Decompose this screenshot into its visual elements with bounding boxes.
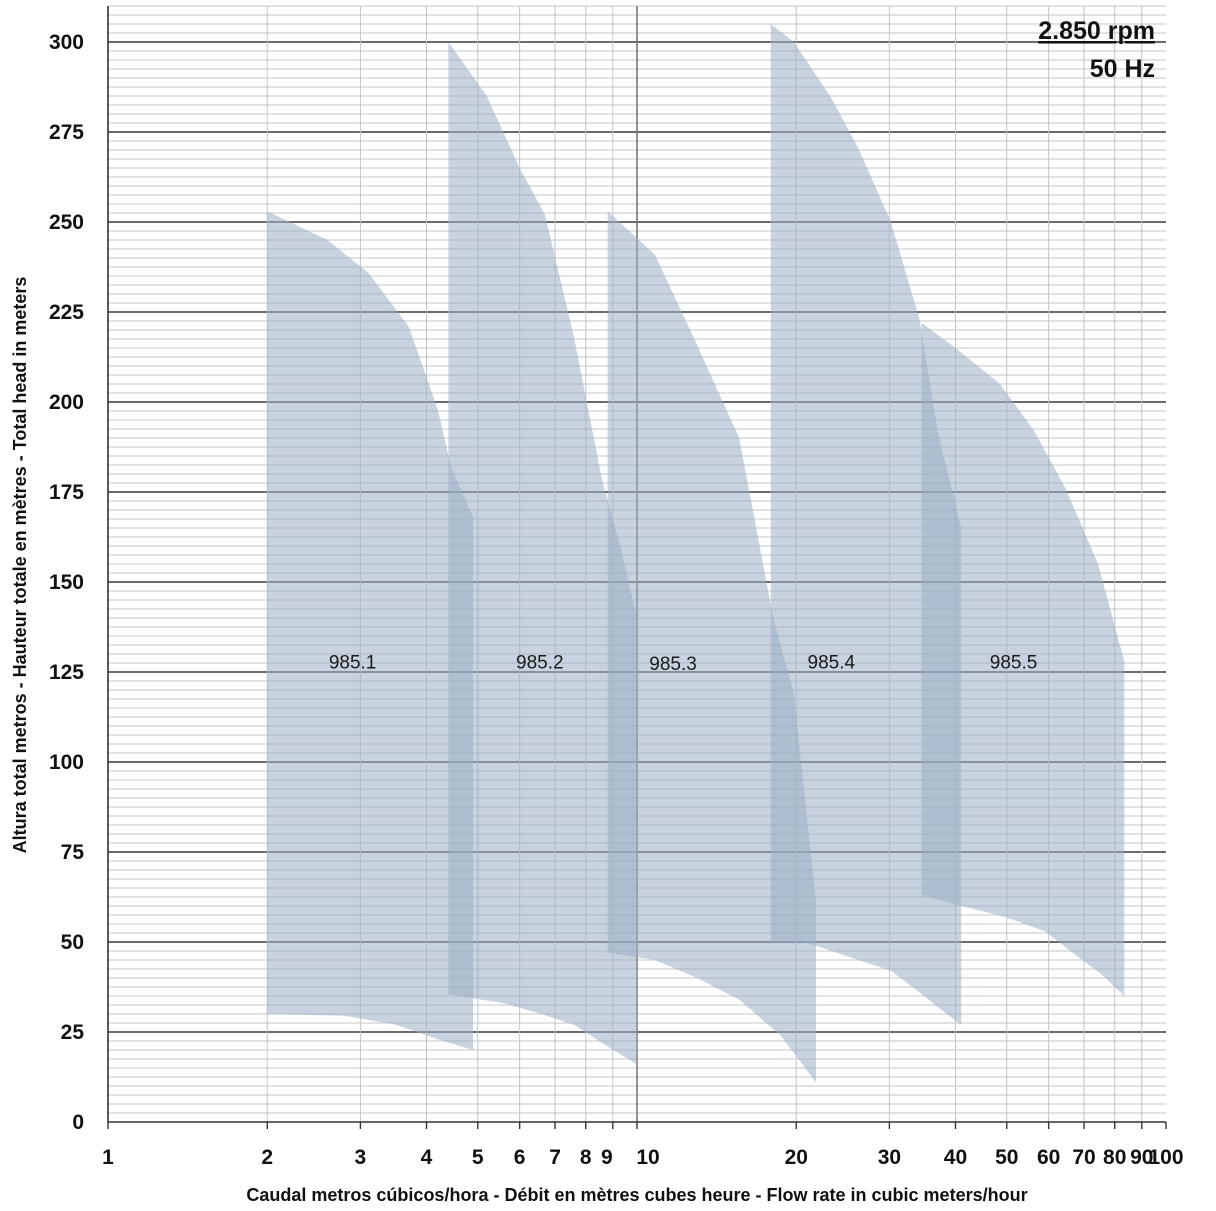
performance-zones [267, 24, 1125, 1083]
x-tick-label: 5 [472, 1146, 484, 1169]
x-tick-label: 6 [514, 1146, 526, 1169]
x-tick-label: 60 [1037, 1146, 1060, 1169]
zone-985.2 [448, 42, 637, 1065]
x-axis-title: Caudal metros cúbicos/hora - Débit en mè… [246, 1185, 1027, 1205]
y-tick-label: 225 [49, 301, 84, 324]
y-tick-label: 200 [49, 391, 84, 414]
y-tick-label: 75 [61, 841, 85, 864]
zone-label-985.3: 985.3 [649, 654, 697, 675]
x-tick-label: 1 [102, 1146, 114, 1169]
zone-985.4 [770, 24, 962, 1025]
zone-985.1 [267, 211, 474, 1050]
y-tick-label: 250 [49, 211, 84, 234]
x-tick-label: 100 [1148, 1146, 1183, 1169]
speed-label: 2.850 rpm [1038, 17, 1155, 45]
zone-labels: 985.1 985.2 985.3 985.4 985.5 [329, 652, 1037, 675]
x-tick-label: 30 [878, 1146, 901, 1169]
zone-label-985.4: 985.4 [808, 652, 856, 673]
y-tick-label: 175 [49, 481, 84, 504]
x-tick-label: 7 [549, 1146, 561, 1169]
x-tick-label: 9 [601, 1146, 613, 1169]
y-tick-label: 275 [49, 121, 84, 144]
zone-985.3 [607, 211, 816, 1083]
zone-label-985.2: 985.2 [516, 652, 564, 673]
frequency-label: 50 Hz [1090, 55, 1155, 83]
y-tick-label: 300 [49, 31, 84, 54]
x-tick-label: 80 [1103, 1146, 1126, 1169]
y-tick-label: 50 [61, 931, 84, 954]
zone-label-985.1: 985.1 [329, 652, 377, 673]
y-tick-label: 0 [72, 1111, 84, 1134]
x-tick-label: 40 [944, 1146, 967, 1169]
y-tick-label: 25 [61, 1021, 85, 1044]
x-tick-label: 50 [995, 1146, 1018, 1169]
zone-985.5 [921, 322, 1125, 996]
y-tick-label: 125 [49, 661, 84, 684]
x-tick-label: 8 [580, 1146, 592, 1169]
y-tick-label: 150 [49, 571, 84, 594]
x-tick-label: 20 [785, 1146, 808, 1169]
y-tick-labels: 0 25 50 75 100 125 150 175 200 225 250 275 300 [49, 31, 84, 1134]
x-tick-label: 90 [1130, 1146, 1153, 1169]
y-tick-label: 100 [49, 751, 84, 774]
axes [107, 6, 1167, 1129]
y-axis-title: Altura total metros - Hauteur totale en … [10, 277, 30, 854]
x-tick-label: 3 [355, 1146, 367, 1169]
x-tick-label: 2 [261, 1146, 273, 1169]
zone-label-985.5: 985.5 [990, 652, 1038, 673]
x-tick-label: 70 [1072, 1146, 1095, 1169]
x-tick-label: 4 [421, 1146, 433, 1169]
x-tick-label: 10 [636, 1146, 659, 1169]
